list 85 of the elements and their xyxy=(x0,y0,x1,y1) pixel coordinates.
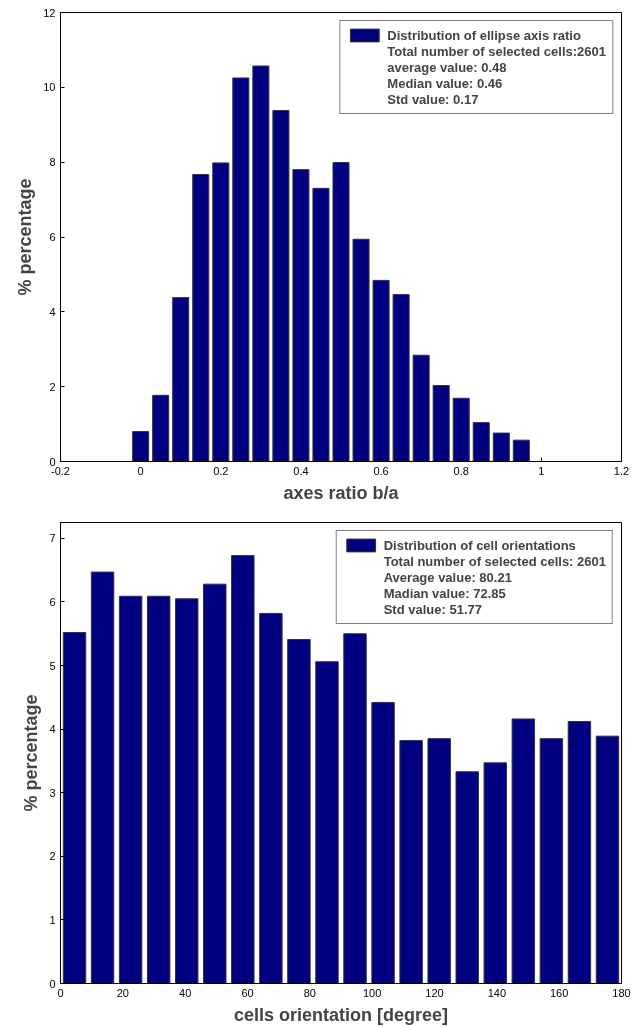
annotation: Median value: 0.46 xyxy=(387,75,503,91)
bar xyxy=(432,385,450,462)
x-tick-label: 140 xyxy=(487,986,507,999)
legend-label: Distribution of ellipse axis ratio xyxy=(387,27,581,43)
bar xyxy=(452,397,470,462)
bar xyxy=(272,110,290,462)
y-tick-label: 2 xyxy=(49,850,56,863)
x-tick-label: 120 xyxy=(425,986,444,999)
x-tick-label: 80 xyxy=(303,986,316,999)
bar xyxy=(292,169,310,462)
legend-label: Distribution of cell orientations xyxy=(383,537,576,553)
x-tick-label: 0.8 xyxy=(453,464,469,477)
x-tick-label: 60 xyxy=(241,986,254,999)
bar xyxy=(595,735,620,984)
y-tick-label: 0 xyxy=(49,977,56,990)
bar xyxy=(455,771,479,984)
y-tick-label: 10 xyxy=(43,81,56,94)
bar xyxy=(343,633,367,984)
y-tick-label: 6 xyxy=(49,595,56,608)
bar xyxy=(172,297,190,462)
bar xyxy=(427,738,451,984)
annotation: Madian value: 72.85 xyxy=(383,585,506,601)
bar xyxy=(332,162,350,462)
bar xyxy=(472,422,490,462)
bar xyxy=(231,555,255,984)
bar xyxy=(132,431,150,462)
annotation: Total number of selected cells:2601 xyxy=(387,43,606,59)
bar xyxy=(512,439,530,462)
y-tick-label: 4 xyxy=(49,723,56,736)
y-tick-label: 5 xyxy=(49,659,56,672)
y-axis-title: % percentage xyxy=(15,178,36,296)
annotation: Std value: 0.17 xyxy=(387,91,479,107)
bar xyxy=(483,762,507,984)
annotation: Average value: 80.21 xyxy=(383,569,512,585)
x-tick-label: 1.2 xyxy=(613,464,630,477)
bar xyxy=(232,77,250,462)
y-tick-label: 6 xyxy=(49,231,56,243)
x-tick-label: 180 xyxy=(612,986,631,999)
annotation: Std value: 51.77 xyxy=(383,601,482,617)
x-tick-label: 0 xyxy=(137,464,144,477)
x-tick-label: 40 xyxy=(179,986,192,999)
bar xyxy=(312,187,330,462)
bar xyxy=(399,740,423,984)
x-tick-label: 1 xyxy=(538,464,545,477)
bar xyxy=(352,238,370,462)
bar xyxy=(392,294,410,462)
bar xyxy=(371,701,395,984)
x-tick-label: 100 xyxy=(362,986,382,999)
y-axis-title: % percentage xyxy=(21,694,42,812)
y-tick-label: 3 xyxy=(49,786,56,799)
bar xyxy=(315,661,339,984)
bar xyxy=(252,65,270,462)
bar xyxy=(511,718,536,984)
bar xyxy=(212,162,230,462)
x-axis-title: axes ratio b/a xyxy=(283,482,400,503)
annotation: Total number of selected cells: 2601 xyxy=(383,553,606,569)
bar xyxy=(492,432,510,462)
bar xyxy=(118,595,143,984)
bar xyxy=(90,571,115,984)
y-tick-label: 7 xyxy=(49,532,56,545)
x-tick-label: 160 xyxy=(549,986,569,999)
y-tick-label: 2 xyxy=(49,380,56,393)
y-tick-label: 4 xyxy=(49,305,56,318)
x-tick-label: 0.2 xyxy=(213,464,229,477)
bar xyxy=(372,279,390,462)
x-tick-label: 0 xyxy=(57,986,64,999)
y-tick-label: 8 xyxy=(49,156,56,169)
bar xyxy=(175,598,199,984)
bar xyxy=(539,738,564,984)
x-tick-label: 0.4 xyxy=(293,464,309,477)
annotation: average value: 0.48 xyxy=(387,59,507,75)
y-tick-label: 12 xyxy=(43,6,56,19)
bar xyxy=(287,639,311,984)
bar xyxy=(567,721,592,984)
bar xyxy=(152,394,170,462)
bar xyxy=(146,595,171,984)
y-tick-label: 1 xyxy=(49,913,56,926)
bar xyxy=(62,632,87,984)
x-tick-label: 20 xyxy=(116,986,129,999)
x-tick-label: 0.6 xyxy=(373,464,389,477)
bar xyxy=(412,354,430,462)
bar xyxy=(259,612,283,984)
bar xyxy=(203,583,227,984)
x-axis-title: cells orientation [degree] xyxy=(233,1004,449,1025)
bar xyxy=(192,174,210,462)
